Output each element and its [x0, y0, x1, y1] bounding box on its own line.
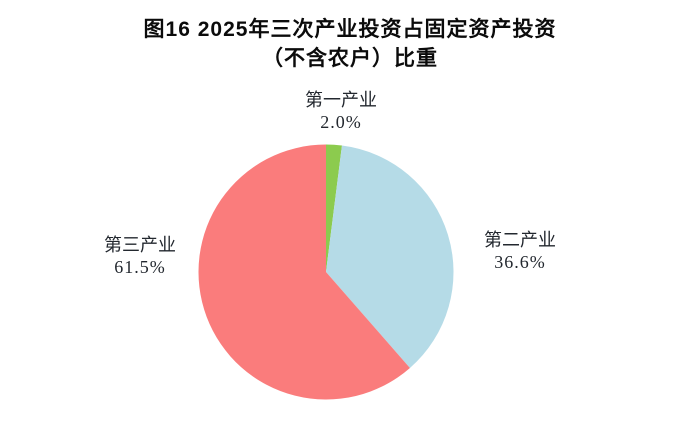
slice-name: 第一产业 — [305, 90, 377, 110]
pie-slice-primary — [326, 144, 342, 272]
slice-label-tertiary-industry: 第三产业 61.5% — [78, 234, 202, 278]
pie-svg — [198, 144, 454, 400]
slice-label-secondary-industry: 第二产业 36.6% — [458, 229, 582, 273]
pie-chart — [198, 144, 454, 400]
slice-percent: 2.0% — [320, 112, 362, 132]
slice-name: 第三产业 — [104, 235, 176, 255]
pie-slice-secondary — [326, 145, 454, 368]
slice-label-primary-industry: 第一产业 2.0% — [276, 89, 406, 133]
slice-percent: 61.5% — [114, 257, 166, 277]
chart-title: 图16 2025年三次产业投资占固定资产投资 （不含农户）比重 — [0, 15, 700, 73]
slice-percent: 36.6% — [494, 252, 546, 272]
chart-title-line2: （不含农户）比重 — [262, 47, 438, 70]
pie-slice-tertiary — [198, 144, 410, 400]
chart-title-line1: 图16 2025年三次产业投资占固定资产投资 — [143, 18, 557, 41]
slice-name: 第二产业 — [484, 230, 556, 250]
